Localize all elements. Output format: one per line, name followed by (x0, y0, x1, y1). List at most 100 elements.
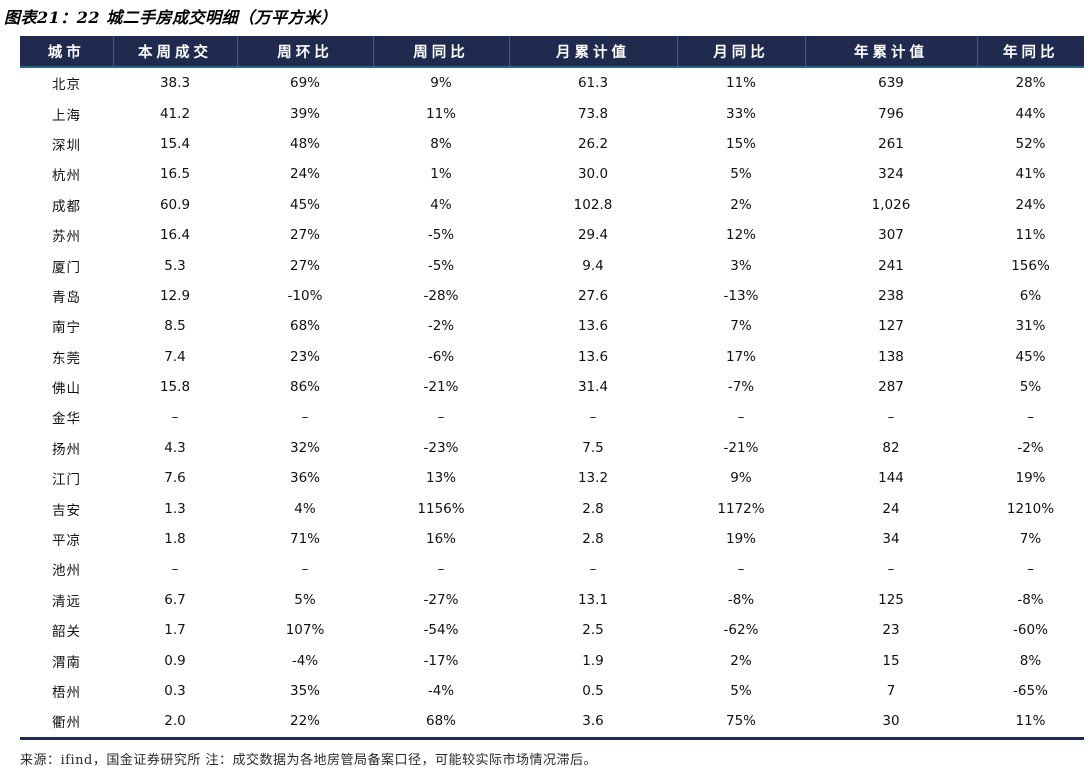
value-cell: 102.8 (573, 196, 613, 213)
value-cell: 11% (977, 706, 1084, 740)
value-cell: 1.9 (582, 652, 604, 669)
value-cell: 1.8 (164, 531, 186, 548)
city-cell: 扬州 (52, 441, 81, 458)
value-cell: 16% (425, 531, 456, 548)
value-cell: 5% (730, 683, 752, 699)
value-cell: 12% (725, 227, 756, 244)
table-row: 渭南 0.9 -4% -17% 1.9 2% 15 8% (20, 645, 1084, 675)
value-cell: 7.4 (164, 348, 186, 365)
city-cell: 上海 (52, 107, 81, 124)
value-cell: -28% (423, 287, 459, 304)
value-cell: – (171, 409, 179, 426)
value-cell: 24 (882, 500, 900, 517)
value-cell: 41.2 (159, 105, 191, 122)
value-cell: 36% (289, 470, 320, 487)
value-cell: -4% (291, 652, 319, 669)
city-cell: 吉安 (52, 502, 81, 519)
city-cell: 东莞 (52, 350, 81, 367)
value-cell: 23 (882, 622, 900, 639)
city-cell: 成都 (52, 198, 81, 215)
value-cell: 1172% (717, 500, 765, 517)
value-cell: 33% (725, 105, 756, 122)
value-cell: 41% (1015, 166, 1046, 183)
value-cell: 796 (878, 105, 904, 122)
value-cell: 125 (878, 591, 904, 608)
value-cell: 69% (289, 75, 320, 92)
value-cell: – (437, 561, 445, 578)
value-cell: 156% (1011, 257, 1050, 274)
value-cell: 1.7 (164, 622, 186, 639)
col-header-week-wow: 周环比 (237, 36, 374, 68)
value-cell: 5% (730, 166, 752, 183)
value-cell: -62% (723, 622, 759, 639)
value-cell: 639 (878, 75, 904, 92)
value-cell: – (887, 409, 895, 426)
value-cell: 4.3 (164, 439, 186, 456)
value-cell: 9.4 (582, 257, 604, 274)
value-cell: -8% (727, 591, 755, 608)
value-cell: 2% (730, 196, 752, 213)
value-cell: 32% (289, 439, 320, 456)
value-cell: 4% (430, 196, 452, 213)
value-cell: 241 (878, 257, 904, 274)
value-cell: 3% (730, 257, 752, 274)
value-cell: 5% (294, 591, 316, 608)
value-cell: – (1027, 409, 1034, 426)
value-cell: – (737, 409, 745, 426)
value-cell: -54% (423, 622, 459, 639)
value-cell: 82 (882, 439, 900, 456)
table-row: 衢州 2.0 22% 68% 3.6 75% 30 11% (20, 706, 1084, 740)
value-cell: 73.8 (577, 105, 609, 122)
value-cell: – (301, 409, 309, 426)
value-cell: 2.0 (113, 706, 237, 740)
value-cell: -8% (1017, 591, 1044, 608)
page-title: 图表21：22 城二手房成交明细（万平方米） (4, 8, 338, 27)
value-cell: 15.4 (159, 135, 191, 152)
value-cell: 52% (1015, 135, 1046, 152)
value-cell: 39% (289, 105, 320, 122)
city-cell: 金华 (52, 411, 81, 428)
value-cell: 3.6 (509, 706, 677, 740)
city-cell: 池州 (52, 563, 81, 580)
value-cell: 27% (289, 257, 320, 274)
value-cell: 29.4 (577, 227, 609, 244)
value-cell: 38.3 (159, 75, 191, 92)
table-row: 深圳 15.4 48% 8% 26.2 15% 261 52% (20, 129, 1084, 159)
value-cell: 71% (289, 531, 320, 548)
value-cell: – (171, 561, 179, 578)
value-cell: 19% (1015, 470, 1046, 487)
value-cell: 8.5 (164, 318, 186, 335)
value-cell: 261 (878, 135, 904, 152)
value-cell: 31% (1015, 318, 1046, 335)
value-cell: 9% (730, 470, 752, 487)
city-cell: 清远 (52, 593, 81, 610)
value-cell: 24% (289, 166, 320, 183)
value-cell: 24% (1015, 196, 1046, 213)
value-cell: 5% (1019, 379, 1042, 396)
city-cell: 梧州 (52, 685, 81, 701)
table-row: 成都 60.9 45% 4% 102.8 2% 1,026 24% (20, 190, 1084, 220)
col-header-month-yoy: 月同比 (677, 36, 806, 68)
value-cell: 1.3 (164, 500, 186, 517)
value-cell: -17% (423, 652, 459, 669)
value-cell: 7.5 (582, 439, 604, 456)
city-cell: 苏州 (52, 229, 81, 246)
value-cell: 138 (878, 348, 904, 365)
table-row: 江门 7.6 36% 13% 13.2 9% 144 19% (20, 463, 1084, 493)
table-row: 扬州 4.3 32% -23% 7.5 -21% 82 -2% (20, 433, 1084, 463)
table-header-row: 城市 本周成交 周环比 周同比 月累计值 月同比 年累计值 年同比 (20, 36, 1084, 68)
table-row: 上海 41.2 39% 11% 73.8 33% 796 44% (20, 98, 1084, 128)
city-cell: 江门 (52, 472, 81, 489)
value-cell: 61.3 (577, 75, 609, 92)
table-row: 池州 – – – – – – – (20, 554, 1084, 584)
city-cell: 渭南 (52, 654, 81, 671)
value-cell: 15.8 (159, 379, 191, 396)
value-cell: 27% (289, 227, 320, 244)
value-cell: 16.5 (159, 166, 191, 183)
value-cell: -5% (427, 257, 455, 274)
value-cell: 144 (878, 470, 904, 487)
city-cell: 杭州 (52, 168, 81, 185)
col-header-city: 城市 (20, 36, 114, 68)
value-cell: 68% (289, 318, 320, 335)
